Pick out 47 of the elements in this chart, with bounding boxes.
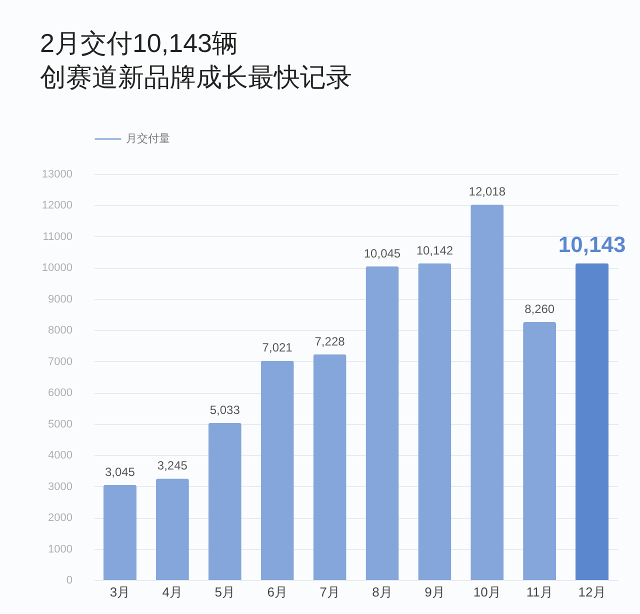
y-tick-label: 6000 xyxy=(48,387,72,400)
x-tick-label: 9月 xyxy=(424,584,445,600)
y-tick-label: 10000 xyxy=(42,262,72,274)
x-tick-label: 12月 xyxy=(578,584,606,600)
bar xyxy=(366,266,399,580)
bar xyxy=(576,263,609,580)
y-tick-label: 12000 xyxy=(42,200,72,212)
bar xyxy=(523,322,556,580)
data-label: 10,142 xyxy=(416,243,454,258)
chart-subtitle: 创赛道新品牌成长最快记录 xyxy=(40,62,352,92)
y-tick-label: 1000 xyxy=(48,543,72,556)
data-label: 10,045 xyxy=(364,246,401,260)
y-tick-label: 13000 xyxy=(42,168,72,180)
bar xyxy=(470,204,504,580)
x-tick-label: 5月 xyxy=(214,584,235,600)
data-label: 8,260 xyxy=(524,302,555,316)
data-label: 5,033 xyxy=(210,402,240,417)
y-tick-label: 9000 xyxy=(48,293,72,306)
y-tick-label: 4000 xyxy=(48,450,72,462)
y-tick-label: 7000 xyxy=(48,356,72,368)
bar xyxy=(156,478,189,580)
chart-title: 2月交付10,143辆 xyxy=(40,28,238,58)
x-tick-label: 8月 xyxy=(372,584,392,600)
x-tick-label: 10月 xyxy=(473,584,501,600)
y-tick-label: 0 xyxy=(66,574,72,586)
x-tick-label: 3月 xyxy=(110,584,130,600)
bar xyxy=(313,354,346,580)
y-tick-label: 5000 xyxy=(48,418,72,430)
data-label: 12,018 xyxy=(468,184,506,199)
data-label: 7,021 xyxy=(262,340,293,355)
bar xyxy=(103,484,136,580)
data-label: 10,143 xyxy=(558,232,626,258)
y-tick-label: 8000 xyxy=(48,324,72,337)
y-tick-label: 11000 xyxy=(42,230,72,243)
y-tick-label: 2000 xyxy=(48,512,72,524)
data-label: 7,228 xyxy=(314,334,346,348)
legend-label: 月交付量 xyxy=(126,132,170,145)
y-tick-label: 3000 xyxy=(48,480,72,493)
x-tick-label: 4月 xyxy=(162,584,183,600)
bar xyxy=(208,422,242,580)
x-tick-label: 11月 xyxy=(526,584,553,600)
bar xyxy=(418,263,452,580)
data-label: 3,245 xyxy=(157,458,188,473)
x-tick-label: 6月 xyxy=(267,584,288,600)
data-label: 3,045 xyxy=(104,464,136,479)
bar xyxy=(260,360,294,580)
x-tick-label: 7月 xyxy=(320,584,340,600)
